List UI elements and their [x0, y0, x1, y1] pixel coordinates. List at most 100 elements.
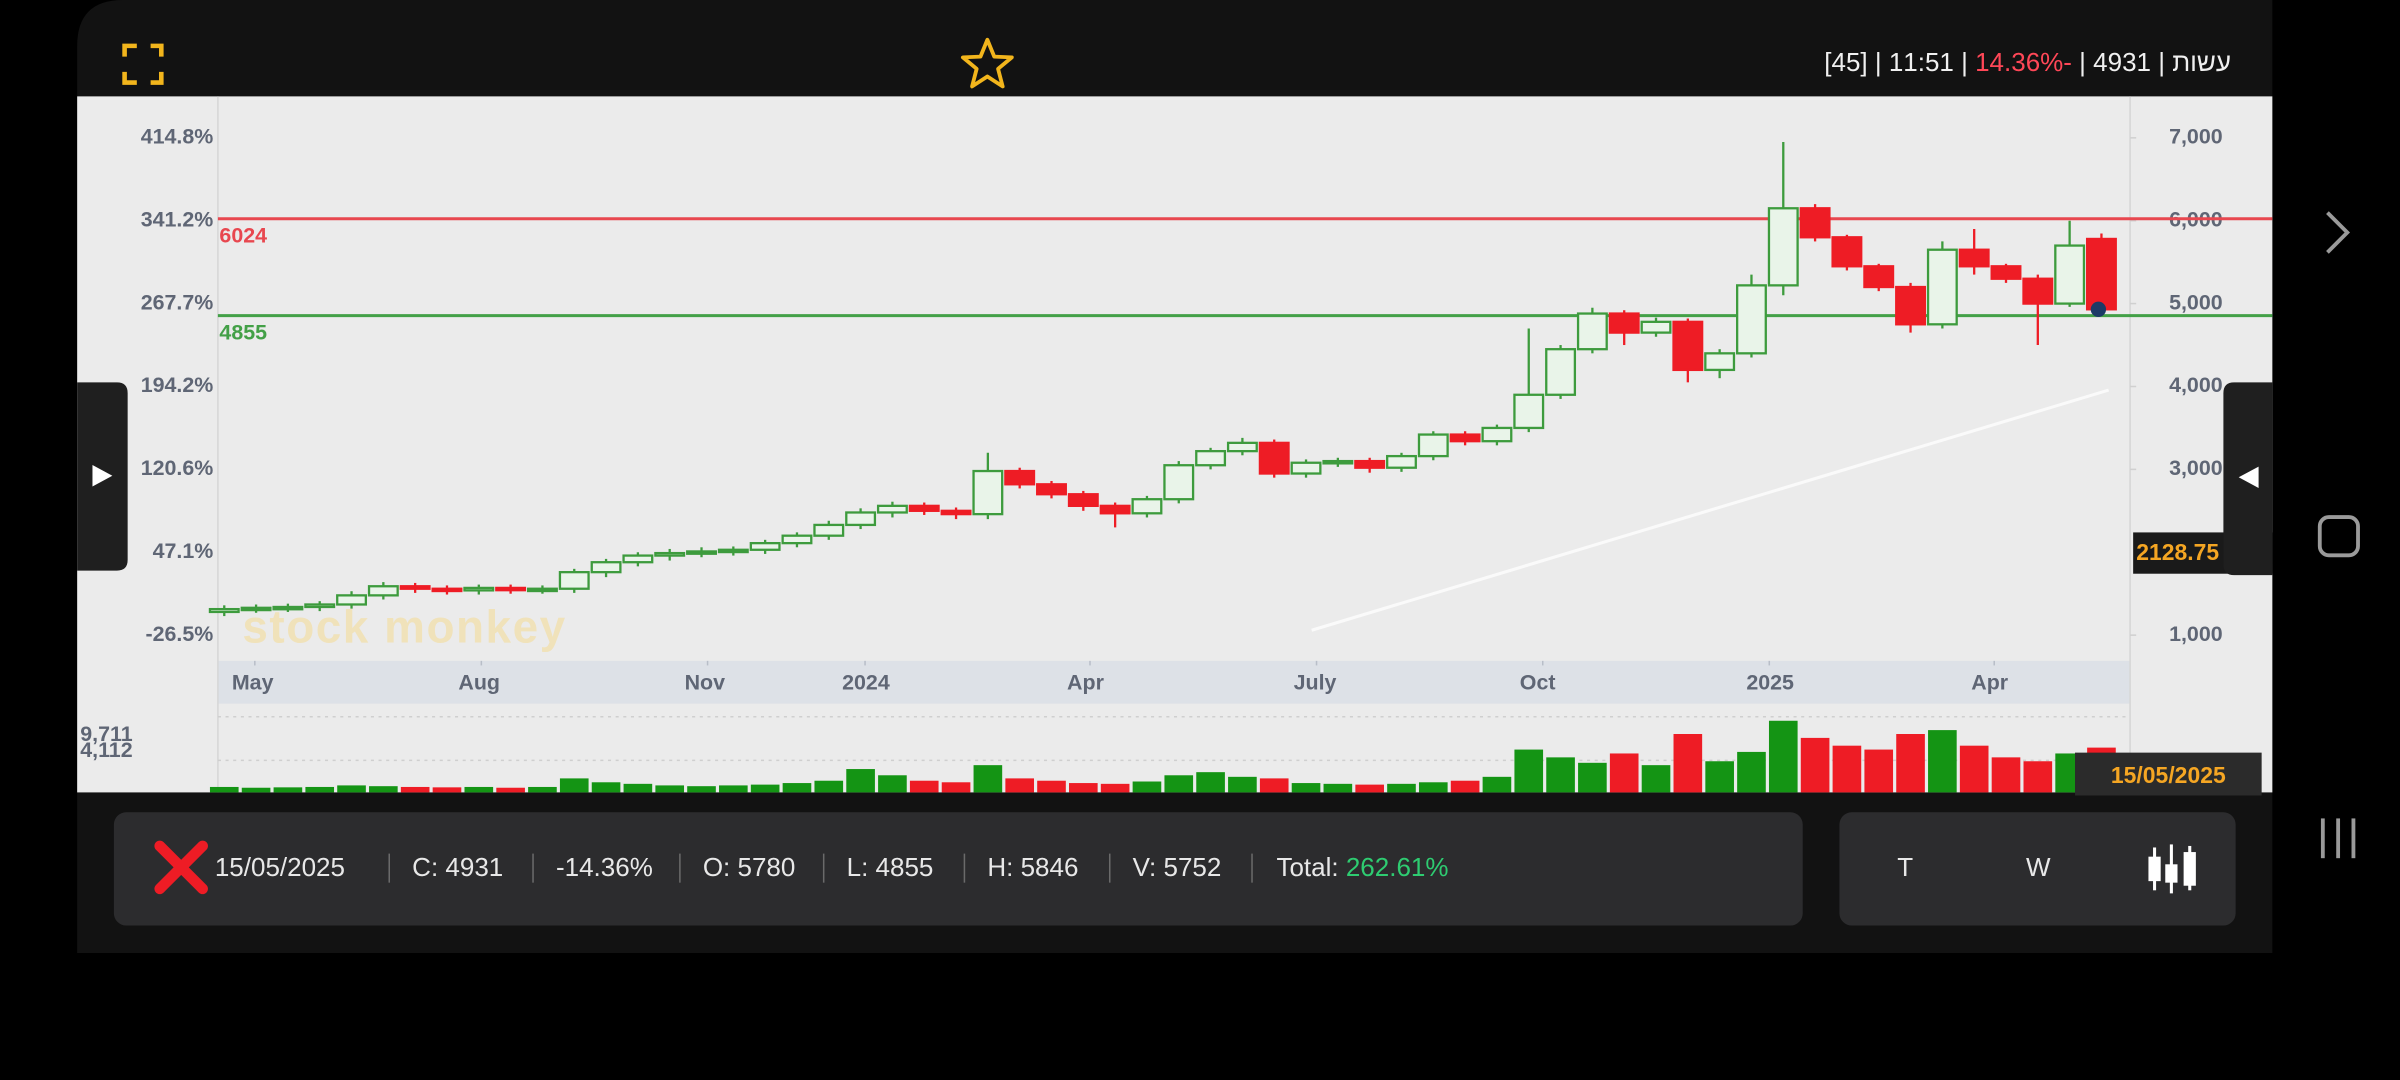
candle-body	[686, 550, 717, 555]
volume-bar	[1100, 783, 1130, 793]
candle-body	[1067, 493, 1099, 507]
nav-back[interactable]	[2326, 211, 2351, 254]
nav-home[interactable]	[2317, 515, 2360, 558]
candle-body	[1449, 433, 1481, 443]
candle-body	[654, 551, 686, 557]
candle-body	[972, 469, 1004, 516]
pct-tick-label: 194.2%	[141, 373, 214, 397]
nav-recents[interactable]	[2320, 818, 2356, 859]
y-tick-label: 3,000	[2169, 456, 2223, 480]
volume-bar	[241, 787, 271, 793]
candle-body	[1958, 248, 1990, 268]
chart-type-icon[interactable]	[2148, 844, 2196, 894]
candle-body	[1799, 207, 1831, 239]
volume-bar	[750, 784, 780, 793]
x-tick-label: Aug	[458, 670, 500, 694]
candle-body	[876, 504, 908, 514]
volume-bar	[591, 782, 621, 793]
y-tick-label: 1,000	[2169, 622, 2223, 646]
close-button[interactable]	[154, 840, 208, 895]
status-text: [45] | 11:51 | 14.36%- | 4931 | עשות	[1824, 47, 2231, 77]
volume-bar	[1546, 757, 1575, 793]
volume-bar	[973, 765, 1003, 793]
period-button[interactable]: T	[1897, 852, 1913, 882]
volume-bar	[1673, 733, 1703, 793]
pct-tick-label: 47.1%	[153, 539, 214, 563]
candle-body	[399, 585, 431, 590]
volume-bar	[337, 785, 366, 793]
info-values: 15/05/2025 C: 4931 -14.36% O: 5780 L: 4855 H:…	[215, 852, 1449, 883]
volume-bar	[1832, 745, 1862, 793]
x-axis-strip	[217, 660, 2131, 704]
info-change: -14.36%	[556, 852, 653, 882]
candle-body	[2085, 237, 2117, 311]
candle-body	[1895, 285, 1927, 326]
trend-line[interactable]	[1311, 388, 2110, 632]
candle-body	[1831, 236, 1863, 268]
candle-body	[1545, 348, 1577, 396]
info-low: L: 4855	[847, 852, 934, 882]
volume-bar	[1959, 745, 1989, 793]
volume-bar	[623, 783, 653, 793]
volume-bar	[1864, 749, 1894, 793]
volume-bar	[528, 786, 557, 793]
candle-body	[208, 607, 240, 614]
volume-bar	[1068, 783, 1098, 793]
candle-body	[908, 504, 940, 512]
info-total: Total: 262.61%	[1276, 852, 1448, 882]
candle-body	[1576, 312, 1608, 351]
volume-bar	[400, 786, 430, 793]
info-bar	[113, 812, 1803, 926]
volume-bar	[496, 787, 525, 793]
volume-bar	[846, 769, 875, 793]
candle-body	[717, 548, 749, 554]
price-cursor-label: 2128.75	[2136, 539, 2219, 565]
candle-body	[1640, 320, 1672, 334]
change: 14.36%-	[1975, 47, 2072, 77]
info-open: O: 5780	[703, 852, 796, 882]
candle-body	[940, 509, 972, 516]
candle-body	[1099, 504, 1131, 515]
volume-bar	[1705, 761, 1734, 793]
candle-body	[1290, 461, 1322, 475]
candle-body	[1863, 265, 1895, 289]
volume-tick-label: 4,112	[80, 738, 132, 762]
candle-body	[1767, 207, 1799, 287]
volume-bar	[369, 786, 398, 793]
volume-bar	[1005, 778, 1035, 793]
candle-body	[463, 586, 495, 592]
candle-body	[1513, 393, 1545, 430]
date-cursor-box	[2075, 752, 2262, 796]
fullscreen-icon[interactable]	[122, 43, 164, 85]
candle-body	[749, 541, 781, 551]
volume-bar	[1609, 753, 1639, 793]
pct-tick-label: 267.7%	[141, 290, 214, 314]
volume-bar	[273, 787, 303, 793]
volume-bar	[1387, 783, 1416, 793]
x-tick-label: 2025	[1746, 670, 1794, 694]
period-bar	[1839, 812, 2236, 926]
volume-bar	[1037, 780, 1066, 793]
candle-body	[622, 554, 654, 564]
candle-body	[1736, 284, 1767, 355]
candle-body	[336, 594, 367, 606]
volume-bar	[941, 782, 971, 793]
volume-bar	[1355, 784, 1384, 793]
volume-bar	[782, 783, 812, 793]
candle-body	[1163, 464, 1195, 501]
volume-bar	[2023, 761, 2053, 793]
favorite-star[interactable]	[960, 37, 1014, 89]
volume-bar	[1928, 730, 1957, 793]
volume-bar	[1450, 780, 1480, 793]
y-tick-label: 5,000	[2169, 290, 2223, 314]
period-button[interactable]: W	[2026, 852, 2051, 882]
pct-tick-label: -26.5%	[145, 622, 213, 646]
info-high: H: 5846	[987, 852, 1078, 882]
volume-bar	[878, 775, 907, 793]
volume-bar	[432, 787, 462, 793]
candle-body	[590, 561, 622, 574]
